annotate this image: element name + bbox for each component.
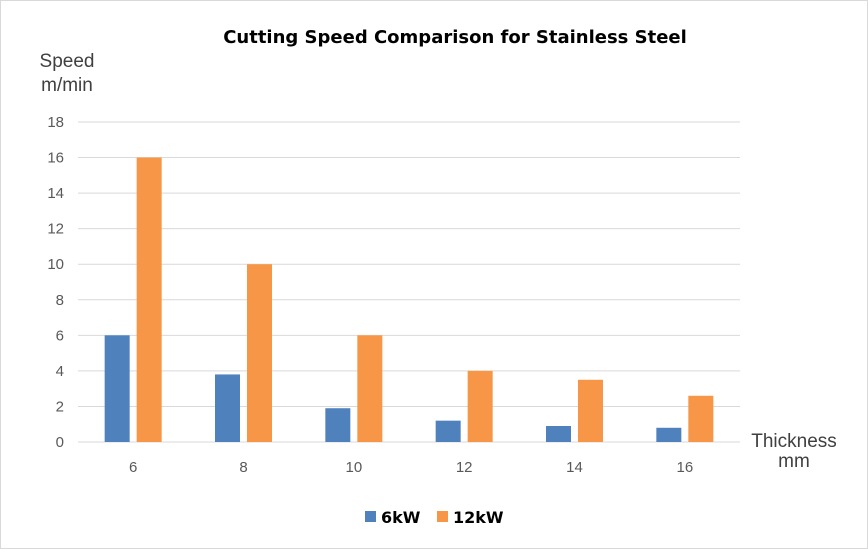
y-axis-title-line2: m/min	[41, 75, 93, 96]
chart-title: Cutting Speed Comparison for Stainless S…	[223, 27, 687, 48]
bar-12kW-10	[357, 335, 383, 442]
x-axis-ticks: 6 8 10 12 14 16	[129, 459, 693, 476]
y-tick-label: 6	[56, 327, 64, 344]
y-tick-label: 12	[47, 221, 64, 238]
bar-6kW-12	[435, 420, 461, 442]
x-tick-label: 8	[239, 459, 247, 476]
bar-12kW-14	[578, 379, 603, 442]
x-tick-label: 16	[676, 459, 693, 476]
bar-6kW-10	[325, 408, 351, 442]
y-tick-label: 18	[47, 114, 64, 131]
y-tick-label: 14	[47, 185, 64, 202]
legend: 6kW 12kW	[365, 508, 504, 527]
x-tick-label: 12	[456, 459, 473, 476]
y-tick-label: 2	[56, 398, 64, 415]
y-tick-label: 10	[47, 256, 64, 273]
legend-label-12kW: 12kW	[453, 508, 504, 527]
legend-label-6kW: 6kW	[381, 508, 421, 527]
bar-6kW-14	[546, 426, 571, 442]
bar-12kW-12	[467, 370, 493, 442]
y-tick-label: 8	[56, 292, 64, 309]
bar-12kW-6	[136, 157, 162, 443]
x-axis-title-line1: Thickness	[751, 431, 837, 452]
x-tick-label: 10	[345, 459, 362, 476]
gridlines	[78, 121, 740, 443]
y-tick-label: 0	[56, 434, 64, 451]
x-tick-label: 14	[566, 459, 583, 476]
bar-6kW-6	[104, 335, 130, 442]
y-tick-label: 4	[56, 363, 64, 380]
bar-6kW-8	[215, 374, 240, 442]
bar-12kW-16	[688, 395, 714, 442]
legend-swatch-6kW	[365, 511, 376, 522]
bars	[104, 157, 714, 443]
y-tick-label: 16	[47, 150, 64, 167]
y-axis-title-line1: Speed	[40, 51, 95, 72]
bar-6kW-16	[656, 427, 682, 442]
y-axis-ticks: 0 2 4 6 8 10 12 14 16 18	[47, 114, 64, 451]
legend-swatch-12kW	[437, 511, 448, 522]
x-axis-title-line2: mm	[778, 451, 810, 472]
x-tick-label: 6	[129, 459, 137, 476]
bar-12kW-8	[247, 264, 272, 442]
